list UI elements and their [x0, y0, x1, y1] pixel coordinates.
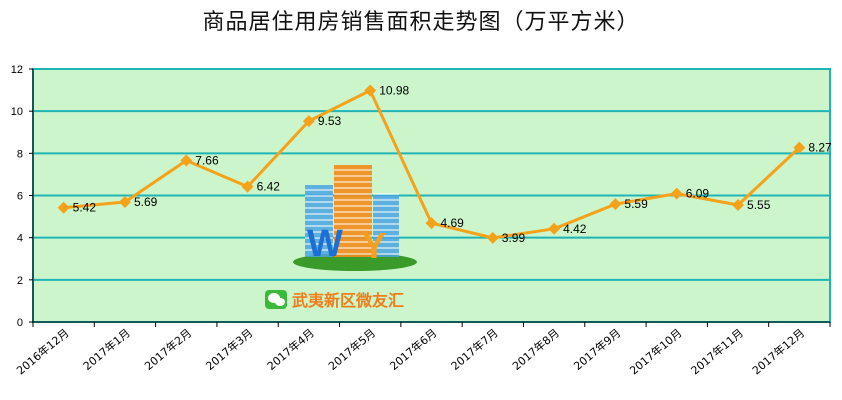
x-tick-label: 2017年4月	[264, 326, 317, 373]
data-point	[241, 180, 254, 193]
data-label: 5.59	[624, 197, 648, 211]
logo-grass	[293, 253, 417, 271]
x-tick-label: 2017年12月	[749, 326, 807, 378]
data-point	[57, 201, 70, 214]
data-point	[486, 231, 499, 244]
data-point	[548, 222, 561, 235]
x-tick-label: 2017年7月	[448, 326, 501, 373]
watermark-caption: 武夷新区微友汇	[265, 290, 404, 310]
data-label: 6.42	[257, 180, 281, 194]
data-label: 9.53	[318, 114, 342, 128]
data-label: 10.98	[379, 84, 409, 98]
watermark: W Y 武夷新区微友汇	[265, 165, 417, 310]
data-point	[302, 115, 315, 128]
data-point	[118, 196, 131, 209]
x-tick-label: 2017年11月	[688, 326, 746, 378]
data-label: 8.27	[808, 141, 832, 155]
data-point	[793, 141, 806, 154]
logo-building-left	[305, 185, 333, 257]
data-label: 4.42	[563, 222, 587, 236]
data-label: 5.69	[134, 195, 158, 209]
x-tick-label: 2016年12月	[14, 326, 72, 378]
wy-logo: W Y	[293, 165, 417, 271]
logo-windows	[305, 169, 399, 255]
data-label: 6.09	[686, 187, 710, 201]
y-tick-label: 0	[17, 317, 23, 329]
data-label: 4.69	[441, 216, 465, 230]
y-tick-label: 2	[17, 275, 23, 287]
data-label: 3.99	[502, 231, 526, 245]
data-point	[609, 198, 622, 211]
x-tick-label: 2017年8月	[509, 326, 562, 373]
data-label: 5.55	[747, 198, 771, 212]
data-label: 5.42	[73, 201, 97, 215]
y-tick-label: 4	[17, 233, 23, 245]
x-tick-label: 2017年2月	[142, 326, 195, 373]
data-point	[670, 187, 683, 200]
logo-letter-w: W	[307, 223, 343, 265]
data-point	[732, 198, 745, 211]
chart-title: 商品居住用房销售面积走势图（万平方米）	[202, 10, 640, 35]
x-tick-label: 2017年5月	[325, 326, 378, 373]
data-point	[425, 217, 438, 230]
x-tick-label: 2017年9月	[571, 326, 624, 373]
data-point	[364, 84, 377, 97]
x-tick-label: 2017年10月	[627, 326, 685, 378]
x-tick-label: 2017年3月	[203, 326, 256, 373]
y-tick-label: 12	[11, 64, 23, 76]
gridlines	[33, 110, 830, 281]
data-labels: 5.42 5.69 7.66 6.42 9.53 10.98 4.69 3.99 4.42 5.5…	[73, 84, 832, 245]
y-tick-label: 10	[11, 106, 23, 118]
wechat-bubble-2	[275, 298, 285, 306]
data-point	[180, 154, 193, 167]
y-tick-label: 6	[17, 191, 23, 203]
x-tick-label: 2017年6月	[387, 326, 440, 373]
x-tick-label: 2017年1月	[80, 326, 133, 373]
logo-letter-y: Y	[362, 225, 386, 266]
watermark-text: 武夷新区微友汇	[292, 291, 404, 310]
data-label: 7.66	[195, 154, 219, 168]
series	[57, 84, 806, 244]
y-tick-label: 8	[17, 148, 23, 160]
